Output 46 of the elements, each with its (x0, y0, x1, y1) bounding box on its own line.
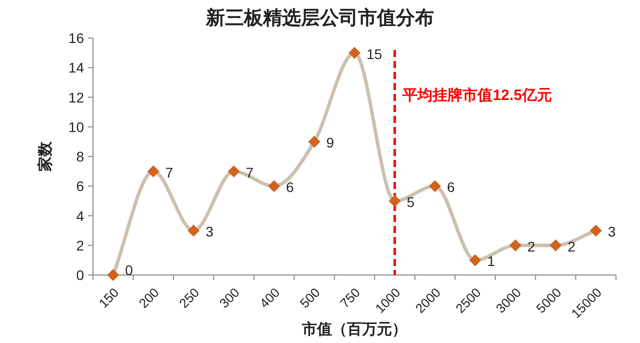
data-label: 2 (568, 238, 576, 254)
point (308, 136, 320, 148)
x-tick-label: 250 (176, 284, 202, 311)
y-tick-label: 6 (76, 178, 84, 194)
data-label: 6 (286, 179, 294, 196)
data-label: 0 (125, 262, 134, 278)
x-tick-label: 400 (256, 284, 283, 311)
point (428, 180, 441, 192)
y-tick-label: 8 (76, 148, 84, 164)
point (590, 224, 602, 237)
point (348, 46, 360, 59)
x-tick-label: 500 (296, 284, 323, 311)
x-tick-label: 750 (337, 284, 364, 311)
y-tick-label: 0 (76, 267, 84, 283)
data-label: 15 (366, 46, 382, 62)
data-label: 3 (608, 224, 616, 240)
point (550, 239, 562, 252)
y-axis-title: 家数 (36, 140, 54, 172)
data-label: 9 (326, 134, 334, 151)
point (147, 165, 160, 178)
data-label: 3 (206, 224, 214, 240)
y-tick-label: 16 (68, 30, 84, 46)
data-label: 1 (487, 253, 496, 270)
chart-title: 新三板精选层公司市值分布 (205, 7, 434, 29)
x-tick-label: 200 (136, 284, 162, 311)
data-label: 2 (527, 238, 536, 254)
x-tick-label: 300 (216, 284, 242, 311)
y-tick-label: 12 (68, 89, 84, 106)
point (509, 239, 522, 252)
x-axis-title: 市值（百万元） (301, 320, 407, 338)
data-label: 6 (446, 179, 455, 196)
data-label: 7 (246, 164, 254, 180)
point (228, 165, 240, 178)
point (188, 224, 200, 237)
y-tick-label: 2 (76, 237, 84, 254)
point (268, 180, 280, 192)
point (469, 254, 482, 266)
x-tick-label: 150 (96, 284, 122, 311)
point (388, 194, 401, 207)
y-tick-label: 10 (68, 118, 84, 135)
point (107, 269, 120, 281)
y-tick-label: 4 (76, 208, 84, 224)
ref-line-label: 平均挂牌市值12.5亿元 (402, 86, 552, 104)
data-label: 5 (406, 194, 415, 210)
data-label: 7 (165, 164, 174, 180)
y-tick-label: 14 (68, 60, 84, 76)
